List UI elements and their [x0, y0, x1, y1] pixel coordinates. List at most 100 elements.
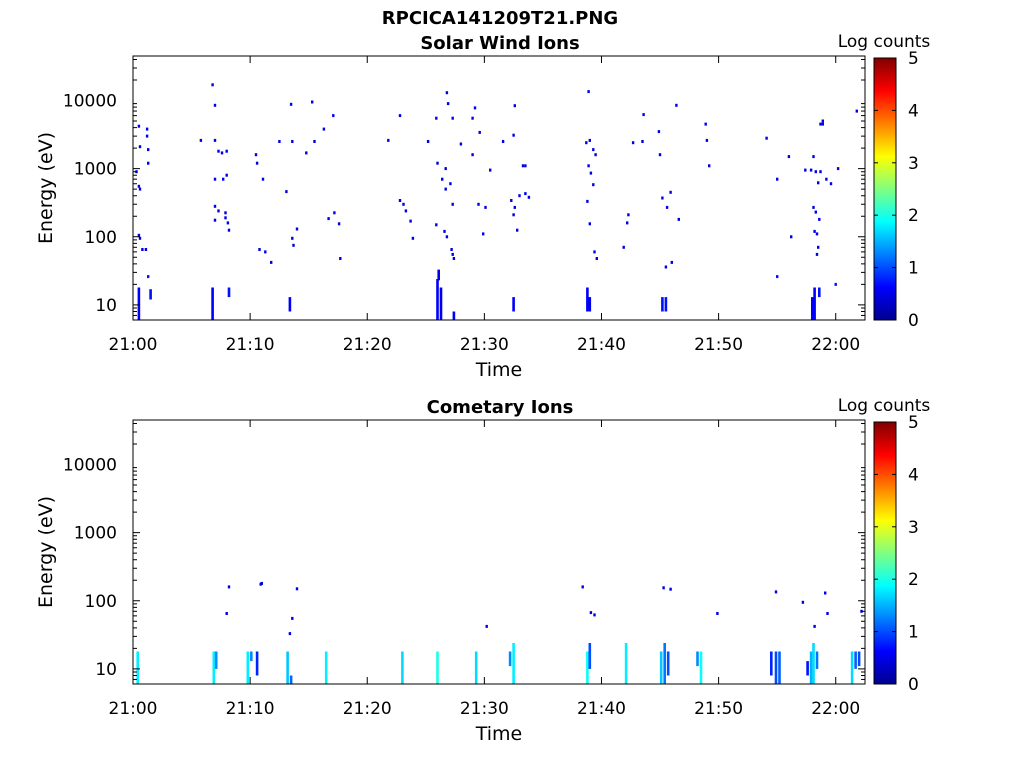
solar-wind-column: [436, 279, 439, 320]
solar-wind-cell: [471, 116, 474, 120]
solar-wind-cell: [815, 232, 819, 236]
solar-wind-cell: [589, 171, 593, 175]
cometary-y-ticks: 10 100 1000 10000: [63, 422, 865, 685]
solar-wind-cell: [137, 184, 141, 188]
solar-wind-cell: [137, 124, 141, 128]
solar-wind-y-tick-label: 1000: [74, 160, 117, 180]
solar-wind-column: [586, 287, 589, 312]
solar-wind-cell: [217, 149, 220, 153]
solar-wind-cell: [426, 140, 430, 143]
cometary-x-tick-label: 21:30: [460, 699, 509, 719]
solar-wind-x-ticks: 21:00 21:10 21:20 21:30 21:40 21:50 22:00: [109, 56, 860, 355]
solar-wind-cell: [626, 221, 629, 225]
solar-wind-cell: [137, 233, 141, 237]
solar-wind-column: [813, 287, 816, 320]
cometary-cell: [291, 616, 294, 620]
solar-wind-cell: [292, 243, 295, 247]
solar-wind-column: [439, 287, 443, 320]
cometary-x-tick-label: 21:50: [694, 699, 743, 719]
solar-wind-cell: [631, 141, 635, 145]
cometary-x-tick-label: 21:20: [343, 699, 392, 719]
solar-wind-x-tick-label: 21:10: [226, 335, 275, 355]
solar-wind-cell: [339, 257, 342, 260]
solar-wind-cell: [435, 223, 438, 227]
solar-wind-column: [137, 287, 141, 320]
solar-wind-cell: [670, 260, 673, 264]
solar-wind-cell: [675, 103, 678, 107]
solar-wind-cell: [264, 250, 267, 254]
solar-wind-column: [811, 297, 814, 320]
cometary-y-tick-label: 10000: [63, 456, 117, 476]
solar-wind-cell: [821, 122, 824, 126]
solar-wind-cell: [327, 217, 330, 221]
solar-wind-cell: [227, 228, 231, 232]
solar-wind-cell: [270, 260, 273, 264]
solar-wind-cell: [627, 213, 630, 217]
solar-wind-cell: [592, 183, 595, 187]
solar-wind-cell: [821, 119, 824, 123]
solar-wind-cell: [441, 177, 444, 181]
cometary-title: Cometary Ions: [427, 397, 574, 418]
cometary-cell: [662, 586, 665, 590]
solar-wind-cell: [642, 113, 645, 117]
solar-wind-cell: [255, 161, 259, 165]
solar-wind-cell: [409, 219, 412, 223]
solar-wind-cell: [829, 182, 833, 186]
solar-wind-cell: [225, 173, 228, 177]
cometary-x-tick-label: 21:10: [226, 699, 275, 719]
solar-wind-cell: [261, 177, 265, 181]
solar-wind-cell: [144, 248, 148, 251]
solar-wind-cell: [254, 153, 258, 157]
solar-wind-cell: [815, 252, 819, 256]
solar-wind-cell: [147, 148, 150, 152]
cometary-column: [857, 651, 861, 667]
solar-wind-cell: [592, 148, 595, 152]
solar-wind-cell: [295, 227, 299, 231]
cometary-column: [815, 651, 819, 669]
cometary-column: [212, 651, 216, 684]
solar-wind-cell: [138, 187, 142, 191]
solar-wind-cell: [289, 102, 293, 106]
cometary-column: [806, 661, 809, 676]
solar-wind-cell: [436, 161, 439, 165]
solar-wind-cell: [622, 245, 625, 249]
solar-wind-cell: [138, 145, 142, 149]
solar-wind-cell: [444, 187, 447, 191]
solar-wind-column: [288, 297, 292, 312]
cometary-colorbar-tick-label: 1: [908, 623, 919, 643]
cometary-column: [286, 651, 289, 684]
solar-wind-cell: [387, 138, 390, 142]
solar-wind-cell: [213, 138, 217, 142]
solar-wind-column: [661, 297, 664, 312]
cometary-colorbar-tick-label: 4: [908, 465, 919, 485]
solar-wind-column: [211, 287, 214, 320]
solar-wind-cell: [708, 164, 711, 168]
cometary-column: [289, 675, 293, 684]
solar-wind-cell: [818, 217, 821, 221]
solar-wind-cell: [657, 130, 661, 134]
solar-wind-cell: [404, 209, 408, 213]
solar-wind-cell: [790, 235, 793, 239]
solar-wind-cell: [587, 90, 590, 94]
solar-wind-cell: [473, 106, 477, 110]
solar-wind-cell: [512, 213, 515, 217]
solar-wind-cell: [445, 91, 449, 95]
cometary-cell: [288, 632, 292, 636]
solar-wind-cell: [819, 170, 822, 174]
solar-wind-cell: [449, 182, 452, 186]
cometary-column: [696, 651, 699, 667]
solar-wind-cell: [225, 149, 228, 153]
solar-wind-cell: [510, 199, 513, 202]
solar-wind-cell: [776, 275, 779, 279]
solar-wind-cell: [450, 248, 453, 251]
solar-wind-colorbar-tick-label: 4: [908, 101, 919, 121]
solar-wind-cell: [585, 141, 588, 145]
solar-wind-column: [437, 269, 440, 281]
solar-wind-x-tick-label: 21:00: [109, 335, 158, 355]
cometary-cell: [593, 613, 596, 617]
solar-wind-cell: [337, 222, 341, 226]
solar-wind-cell: [138, 236, 142, 240]
solar-wind-cell: [459, 142, 463, 146]
solar-wind-y-label: Energy (eV): [35, 132, 57, 244]
